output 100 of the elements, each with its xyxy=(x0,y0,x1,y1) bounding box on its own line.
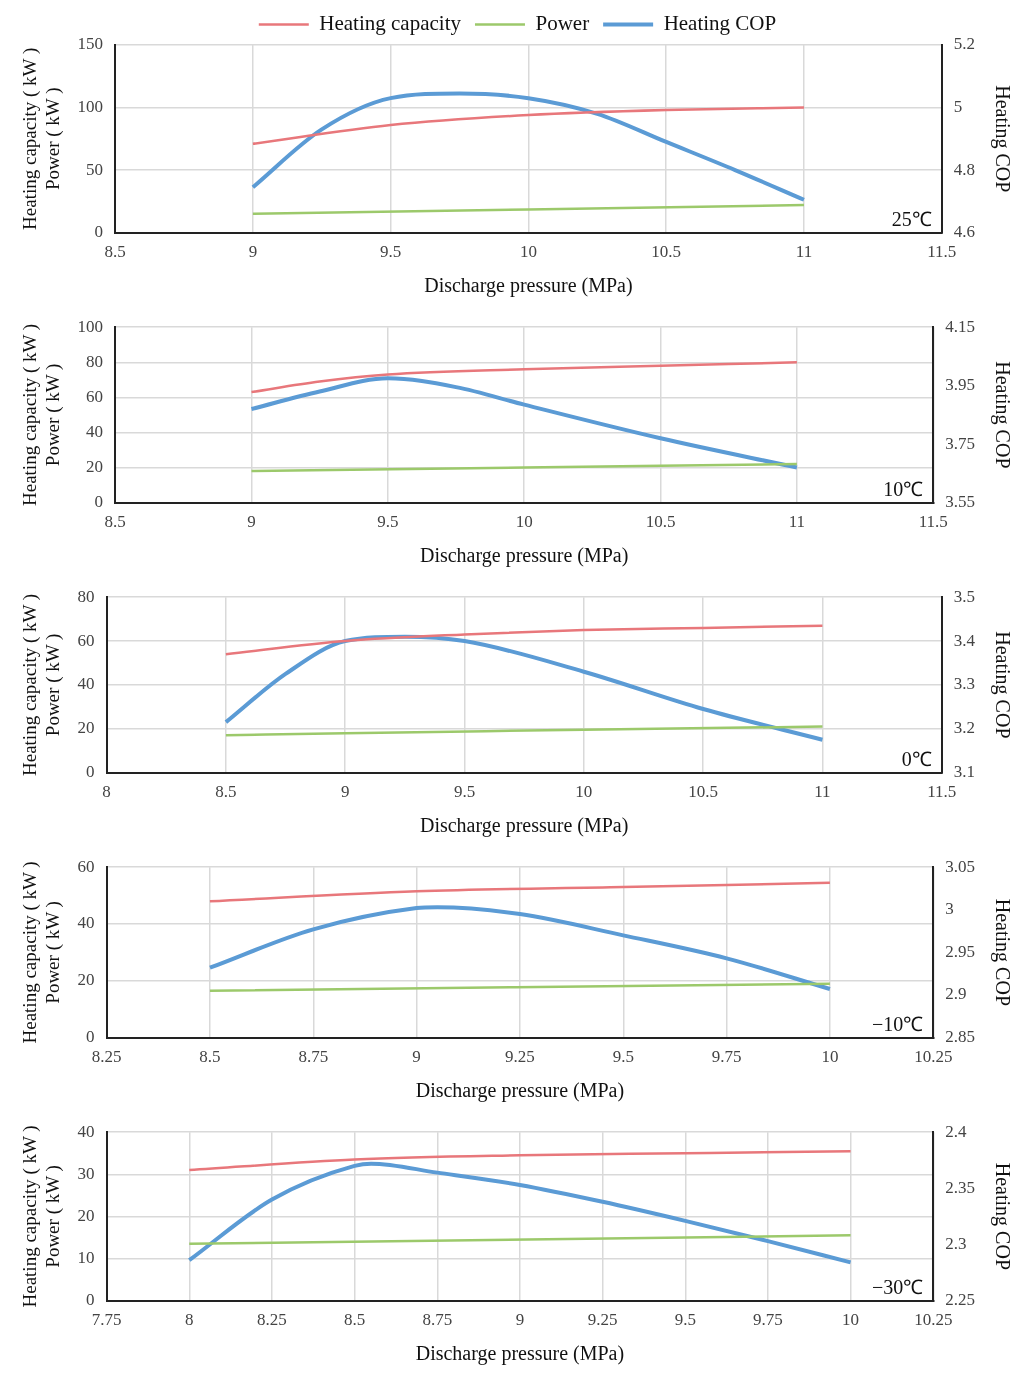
y2-tick-label: 3.4 xyxy=(953,630,976,650)
annotation: −10℃ xyxy=(871,1012,924,1035)
x-tick-label: 8.5 xyxy=(104,242,126,262)
x-tick-label: 9.75 xyxy=(753,1310,783,1330)
x-tick-label: 8 xyxy=(185,1310,194,1330)
y-tick-label: 0 xyxy=(94,222,104,242)
y2-tick-label: 4.15 xyxy=(945,316,975,336)
y2-tick-label: 3.5 xyxy=(953,586,975,606)
y-tick-label: 20 xyxy=(77,1205,95,1225)
y-tick-label: 0 xyxy=(94,492,104,512)
x-tick-label: 10 xyxy=(821,1047,839,1067)
x-tick-label: 10.5 xyxy=(651,242,682,262)
x-tick-label: 9.5 xyxy=(380,242,402,262)
y-tick-label: 60 xyxy=(86,386,104,406)
x-tick-label: 9 xyxy=(515,1310,525,1330)
x-tick-label: 8.25 xyxy=(257,1310,287,1330)
y2-tick-label: 2.25 xyxy=(945,1290,975,1310)
y-axis-title: Heating capacity ( kW ) Power ( kW ) xyxy=(19,47,65,230)
line-series xyxy=(224,725,824,737)
y2-tick-label: 4.8 xyxy=(953,159,975,179)
y2-tick-label: 2.85 xyxy=(945,1027,975,1047)
y-axis-title: Heating capacity ( kW ) Power ( kW ) xyxy=(19,1125,65,1308)
y-tick-label: 40 xyxy=(77,674,95,694)
x-tick-label: 11 xyxy=(795,242,813,262)
legend-label: Heating COP xyxy=(663,11,777,36)
y-tick-label: 50 xyxy=(86,159,104,179)
y2-tick-label: 3 xyxy=(945,899,954,919)
y-tick-label: 0 xyxy=(86,1027,95,1047)
x-tick-label: 11 xyxy=(814,782,831,802)
y-tick-label: 60 xyxy=(77,630,95,650)
y-tick-label: 60 xyxy=(77,856,95,876)
x-tick-label: 10.25 xyxy=(914,1047,953,1067)
line-series xyxy=(208,881,832,903)
y2-tick-label: 4.6 xyxy=(953,222,975,242)
y2-tick-label: 3.55 xyxy=(945,492,975,512)
legend-label: Power xyxy=(535,11,590,36)
x-tick-label: 8.5 xyxy=(215,782,237,802)
x-tick-label: 11.5 xyxy=(918,512,948,532)
annotation: 0℃ xyxy=(901,747,932,770)
x-tick-label: 10 xyxy=(575,782,593,802)
annotation: −30℃ xyxy=(871,1275,924,1298)
x-tick-label: 9 xyxy=(412,1047,421,1067)
x-axis-title: Discharge pressure (MPa) xyxy=(419,814,629,838)
y-tick-label: 40 xyxy=(86,421,104,441)
x-tick-label: 11.5 xyxy=(927,782,957,802)
x-tick-label: 10.5 xyxy=(645,512,676,532)
x-tick-label: 9 xyxy=(340,782,350,802)
x-tick-label: 8.5 xyxy=(343,1310,366,1330)
y-tick-label: 80 xyxy=(77,586,95,606)
y2-tick-label: 5.2 xyxy=(953,34,975,54)
legend-label: Heating capacity xyxy=(319,11,462,36)
line-series xyxy=(250,91,806,202)
y-tick-label: 20 xyxy=(86,456,104,476)
y2-axis-title: Heating COP xyxy=(990,631,1014,739)
x-axis-title: Discharge pressure (MPa) xyxy=(415,1342,625,1366)
annotation: 25℃ xyxy=(891,207,932,230)
x-axis-title: Discharge pressure (MPa) xyxy=(419,544,629,568)
x-tick-label: 11.5 xyxy=(927,242,957,262)
x-tick-label: 8 xyxy=(102,782,111,802)
x-tick-label: 9 xyxy=(248,242,258,262)
annotation: 10℃ xyxy=(883,477,924,500)
x-tick-label: 9.75 xyxy=(711,1047,742,1067)
y2-tick-label: 2.9 xyxy=(945,984,967,1004)
x-tick-label: 11 xyxy=(788,512,806,532)
x-tick-label: 8.5 xyxy=(104,512,126,532)
x-tick-label: 10 xyxy=(515,512,533,532)
y2-tick-label: 3.2 xyxy=(953,718,975,738)
y-tick-label: 100 xyxy=(77,316,104,336)
y2-tick-label: 3.3 xyxy=(953,674,975,694)
y-tick-label: 20 xyxy=(77,970,95,990)
y-tick-label: 30 xyxy=(77,1163,95,1183)
y2-tick-label: 2.95 xyxy=(945,941,975,961)
y2-tick-label: 3.05 xyxy=(945,856,975,876)
y-axis-title: Heating capacity ( kW ) Power ( kW ) xyxy=(19,593,65,776)
y2-tick-label: 2.35 xyxy=(945,1177,975,1197)
y2-axis-title: Heating COP xyxy=(990,361,1014,469)
y2-axis-title: Heating COP xyxy=(990,1162,1014,1271)
y2-axis-title: Heating COP xyxy=(990,85,1014,193)
x-tick-label: 9.5 xyxy=(453,782,476,802)
y-tick-label: 40 xyxy=(77,1121,95,1141)
y2-tick-label: 2.3 xyxy=(945,1233,967,1253)
y-tick-label: 80 xyxy=(86,351,104,371)
x-tick-label: 9 xyxy=(247,512,256,532)
y-tick-label: 20 xyxy=(77,718,95,738)
y2-tick-label: 3.95 xyxy=(945,375,975,395)
line-series xyxy=(251,106,806,146)
y-tick-label: 0 xyxy=(86,762,95,782)
x-tick-label: 9.5 xyxy=(377,512,399,532)
x-tick-label: 7.75 xyxy=(91,1310,122,1330)
x-tick-label: 8.75 xyxy=(422,1310,453,1330)
line-series xyxy=(207,905,832,992)
line-series xyxy=(224,624,824,656)
y-tick-label: 40 xyxy=(77,913,95,933)
x-tick-label: 8.25 xyxy=(91,1047,122,1067)
y2-axis-title: Heating COP xyxy=(990,898,1014,1007)
line-series xyxy=(249,376,799,470)
line-series xyxy=(223,634,825,742)
x-tick-label: 10 xyxy=(842,1310,860,1330)
line-series xyxy=(188,1149,852,1172)
y-tick-label: 150 xyxy=(77,34,104,54)
